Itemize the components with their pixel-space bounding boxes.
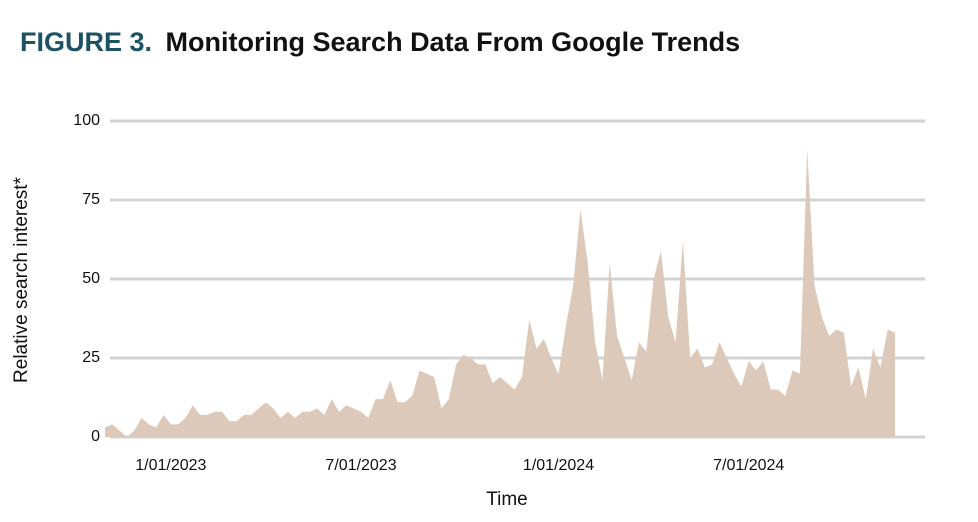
y-tick-label: 0 <box>91 428 100 445</box>
figure-number: FIGURE 3. <box>20 27 152 57</box>
y-tick-label: 50 <box>82 270 100 287</box>
area <box>105 149 895 437</box>
title-text: Monitoring Search Data From Google Trend… <box>166 27 741 57</box>
y-tick-label: 25 <box>82 349 100 366</box>
x-tick-label: 1/01/2024 <box>523 457 594 474</box>
plot-area <box>105 149 895 437</box>
y-axis-label: Relative search interest* <box>11 176 32 383</box>
chart-title: FIGURE 3. Monitoring Search Data From Go… <box>20 27 740 57</box>
y-tick-label: 100 <box>73 112 100 129</box>
x-axis-label: Time <box>486 489 528 510</box>
x-tick-label: 7/01/2023 <box>325 457 396 474</box>
ticks: 0 25 50 75 100 1/01/2023 7/01/2023 1/01/2024 7/0… <box>73 112 784 474</box>
x-tick-label: 1/01/2023 <box>135 457 206 474</box>
x-tick-label: 7/01/2024 <box>713 457 784 474</box>
y-tick-label: 75 <box>82 191 100 208</box>
